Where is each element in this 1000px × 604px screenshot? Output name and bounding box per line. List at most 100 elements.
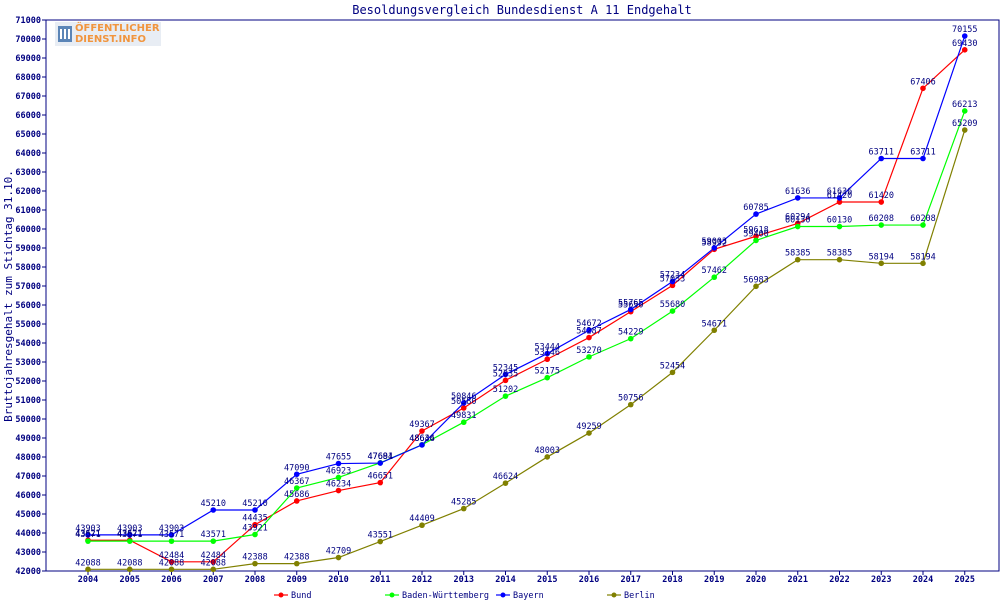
data-label: 48636 <box>409 434 435 444</box>
y-tick-label: 68000 <box>15 73 41 83</box>
data-label: 47681 <box>367 452 393 462</box>
data-point <box>920 155 926 162</box>
y-tick-label: 71000 <box>15 16 41 26</box>
data-point <box>293 560 300 567</box>
data-point <box>460 400 467 406</box>
data-label: 52175 <box>534 367 560 377</box>
y-tick-label: 45000 <box>15 510 41 520</box>
y-axis-label: Bruttojahresgehalt zum Stichtag 31.10. <box>2 170 15 422</box>
y-tick-label: 49000 <box>15 434 41 444</box>
data-point <box>753 237 759 244</box>
data-label: 43903 <box>117 524 143 534</box>
data-label: 61636 <box>827 187 853 197</box>
data-label: 51202 <box>493 385 519 395</box>
legend-label: Bund <box>291 591 311 600</box>
data-point <box>878 222 885 228</box>
data-label: 59400 <box>743 229 769 239</box>
data-label: 61420 <box>868 191 894 201</box>
data-label: 43571 <box>200 530 226 540</box>
series-line <box>88 35 966 536</box>
data-point <box>210 538 217 544</box>
legend-label: Baden-Württemberg <box>402 591 489 600</box>
data-label: 45686 <box>284 490 310 500</box>
data-label: 58194 <box>910 252 936 262</box>
data-label: 69430 <box>952 39 978 49</box>
data-label: 59003 <box>701 237 727 247</box>
data-label: 47655 <box>326 453 352 463</box>
series-line <box>88 49 966 563</box>
data-label: 47090 <box>284 463 310 473</box>
data-label: 57234 <box>660 271 686 281</box>
data-label: 42484 <box>200 551 226 561</box>
data-label: 42388 <box>284 553 310 563</box>
data-label: 58932 <box>701 238 727 248</box>
data-point <box>961 108 968 114</box>
data-label: 42388 <box>242 553 268 563</box>
y-tick-label: 46000 <box>15 491 41 501</box>
data-point <box>753 211 759 217</box>
y-tick-label: 42000 <box>15 567 41 577</box>
data-label: 57033 <box>660 274 686 284</box>
data-point <box>711 245 718 251</box>
data-label: 42088 <box>75 558 101 568</box>
x-tick-label: 2023 <box>871 575 891 585</box>
y-tick-label: 65000 <box>15 130 41 140</box>
y-tick-label: 47000 <box>15 472 41 482</box>
legend-swatch-point <box>389 592 395 598</box>
y-tick-label: 55000 <box>15 320 41 330</box>
data-point <box>669 369 676 376</box>
data-label: 53270 <box>576 346 602 356</box>
data-point <box>544 374 551 381</box>
y-axis-ticks: 42000 43000 44000 45000 46000 47000 48000 49000… <box>15 16 46 577</box>
data-point <box>627 306 634 313</box>
y-tick-label: 54000 <box>15 339 41 349</box>
data-label: 46624 <box>493 472 519 482</box>
data-label: 61420 <box>827 191 853 201</box>
data-label: 50580 <box>451 397 477 407</box>
x-tick-label: 2007 <box>203 575 223 585</box>
x-tick-label: 2022 <box>829 575 849 585</box>
x-tick-label: 2006 <box>161 575 181 585</box>
data-point <box>961 47 968 53</box>
data-labels: 43621 43621 42484 42484 44435 45686 46234 46651… <box>75 25 977 568</box>
x-tick-label: 2011 <box>370 575 390 585</box>
data-label: 43621 <box>75 529 101 539</box>
y-tick-label: 62000 <box>15 187 41 197</box>
y-tick-label: 53000 <box>15 358 41 368</box>
data-point <box>836 195 843 201</box>
data-point <box>544 454 551 460</box>
legend-label: Berlin <box>624 591 655 600</box>
data-label: 56983 <box>743 275 769 285</box>
y-tick-label: 57000 <box>15 282 41 292</box>
data-point <box>544 356 551 363</box>
data-point <box>126 566 133 573</box>
x-tick-label: 2005 <box>120 575 140 585</box>
data-label: 53444 <box>534 343 560 353</box>
x-tick-label: 2020 <box>746 575 766 585</box>
data-point <box>252 531 258 538</box>
legend-swatch-point <box>611 592 617 598</box>
site-logo: ÖFFENTLICHER DIENST.INFO <box>55 22 161 46</box>
data-label: 53146 <box>534 348 560 358</box>
data-point <box>252 560 258 567</box>
y-tick-label: 43000 <box>15 548 41 558</box>
data-point <box>377 460 384 466</box>
data-label: 60294 <box>785 212 811 222</box>
x-tick-label: 2009 <box>287 575 307 585</box>
data-point <box>252 507 258 513</box>
data-point <box>293 498 300 504</box>
data-label: 54287 <box>576 327 602 337</box>
data-point <box>335 554 342 561</box>
data-point <box>460 405 467 411</box>
data-label: 46234 <box>326 480 352 490</box>
x-tick-label: 2008 <box>245 575 265 585</box>
x-tick-label: 2024 <box>913 575 933 585</box>
data-label: 45285 <box>451 498 477 508</box>
data-label: 60785 <box>743 203 769 213</box>
x-tick-label: 2016 <box>579 575 599 585</box>
data-label: 58385 <box>827 249 853 259</box>
data-label: 54229 <box>618 328 644 338</box>
y-tick-label: 69000 <box>15 54 41 64</box>
data-label: 55680 <box>660 300 686 310</box>
